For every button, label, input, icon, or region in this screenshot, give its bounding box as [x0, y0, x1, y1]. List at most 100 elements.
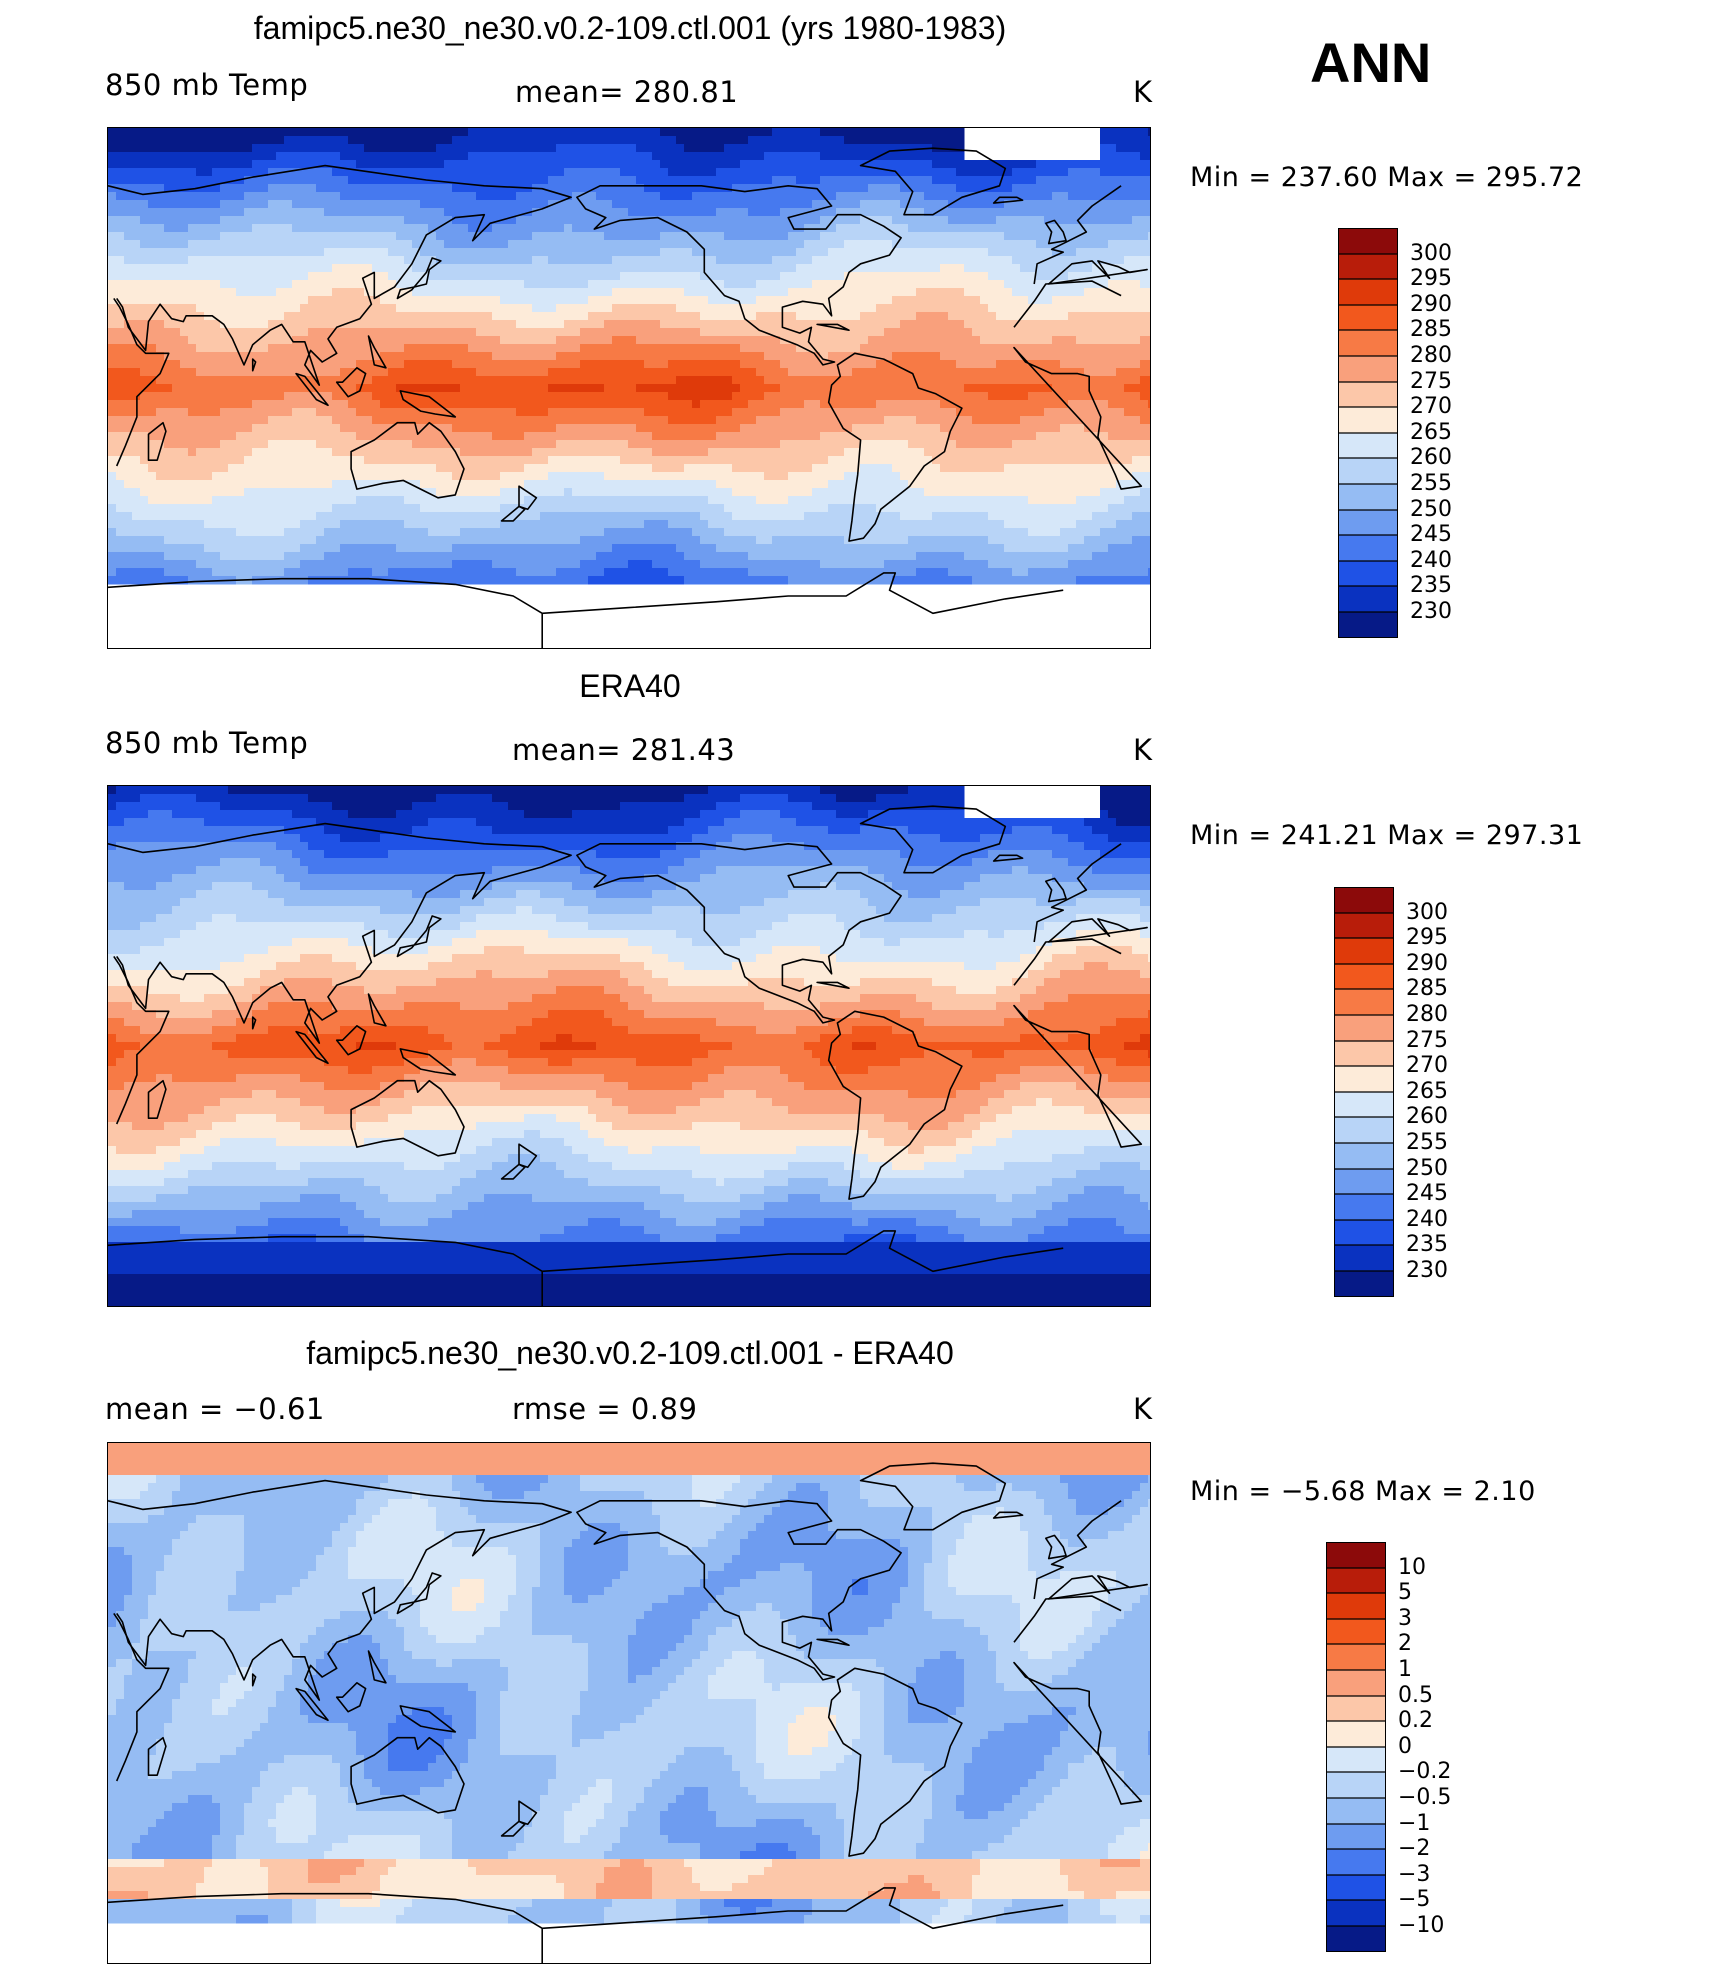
field-cell — [548, 360, 557, 369]
field-cell — [396, 192, 405, 201]
field-cell — [892, 288, 901, 297]
field-cell — [204, 160, 213, 169]
field-cell — [244, 408, 253, 417]
field-cell — [956, 288, 965, 297]
field-cell — [748, 200, 757, 209]
field-cell — [1124, 264, 1133, 273]
field-cell — [108, 144, 117, 153]
field-cell — [932, 280, 941, 289]
field-cell — [540, 368, 549, 377]
field-cell — [324, 136, 333, 145]
field-cell — [756, 424, 765, 433]
field-cell — [1060, 352, 1069, 361]
field-cell — [836, 248, 845, 257]
field-cell — [364, 384, 373, 393]
field-cell — [708, 416, 717, 425]
field-cell — [340, 272, 349, 281]
field-cell — [1140, 320, 1149, 329]
field-cell — [444, 416, 453, 425]
field-cell — [292, 288, 301, 297]
field-cell — [740, 272, 749, 281]
field-cell — [612, 232, 621, 241]
field-cell — [1108, 256, 1117, 265]
field-cell — [556, 184, 565, 193]
field-cell — [684, 168, 693, 177]
field-cell — [572, 408, 581, 417]
field-cell — [340, 352, 349, 361]
field-cell — [708, 288, 717, 297]
field-cell — [980, 296, 989, 305]
field-cell — [500, 416, 509, 425]
field-cell — [452, 416, 461, 425]
field-cell — [516, 288, 525, 297]
field-cell — [1012, 352, 1021, 361]
field-cell — [836, 288, 845, 297]
field-cell — [1108, 296, 1117, 305]
field-cell — [364, 312, 373, 321]
field-cell — [884, 352, 893, 361]
field-cell — [1084, 376, 1093, 385]
field-cell — [540, 256, 549, 265]
field-cell — [764, 384, 773, 393]
field-cell — [1148, 352, 1150, 361]
field-cell — [276, 184, 285, 193]
field-cell — [396, 136, 405, 145]
field-cell — [476, 208, 485, 217]
field-cell — [180, 280, 189, 289]
field-cell — [572, 288, 581, 297]
field-cell — [764, 264, 773, 273]
field-cell — [868, 368, 877, 377]
field-cell — [1116, 128, 1125, 137]
field-cell — [236, 192, 245, 201]
field-cell — [492, 384, 501, 393]
field-cell — [428, 336, 437, 345]
field-cell — [148, 432, 157, 441]
field-cell — [284, 432, 293, 441]
field-cell — [620, 344, 629, 353]
field-cell — [204, 376, 213, 385]
field-cell — [844, 216, 853, 225]
field-cell — [1068, 280, 1077, 289]
field-cell — [652, 328, 661, 337]
field-cell — [452, 224, 461, 233]
field-cell — [636, 296, 645, 305]
field-cell — [620, 144, 629, 153]
field-cell — [476, 248, 485, 257]
field-cell — [1052, 272, 1061, 281]
field-cell — [220, 392, 229, 401]
field-cell — [572, 224, 581, 233]
field-cell — [444, 312, 453, 321]
field-cell — [844, 232, 853, 241]
field-cell — [300, 136, 309, 145]
field-cell — [780, 232, 789, 241]
field-cell — [460, 240, 469, 249]
field-cell — [908, 160, 917, 169]
field-cell — [156, 192, 165, 201]
field-cell — [516, 368, 525, 377]
field-cell — [772, 400, 781, 409]
field-cell — [476, 408, 485, 417]
field-cell — [932, 376, 941, 385]
field-cell — [1108, 184, 1117, 193]
field-cell — [868, 312, 877, 321]
field-cell — [308, 336, 317, 345]
field-cell — [332, 424, 341, 433]
field-cell — [1108, 392, 1117, 401]
field-cell — [892, 424, 901, 433]
field-cell — [460, 408, 469, 417]
field-cell — [940, 232, 949, 241]
field-cell — [108, 128, 117, 137]
field-cell — [588, 312, 597, 321]
field-cell — [548, 416, 557, 425]
field-cell — [684, 368, 693, 377]
field-cell — [396, 360, 405, 369]
field-cell — [756, 208, 765, 217]
field-cell — [764, 360, 773, 369]
field-cell — [692, 384, 701, 393]
field-cell — [620, 160, 629, 169]
field-cell — [620, 376, 629, 385]
field-cell — [900, 424, 909, 433]
field-cell — [1132, 272, 1141, 281]
field-cell — [628, 336, 637, 345]
field-cell — [708, 376, 717, 385]
